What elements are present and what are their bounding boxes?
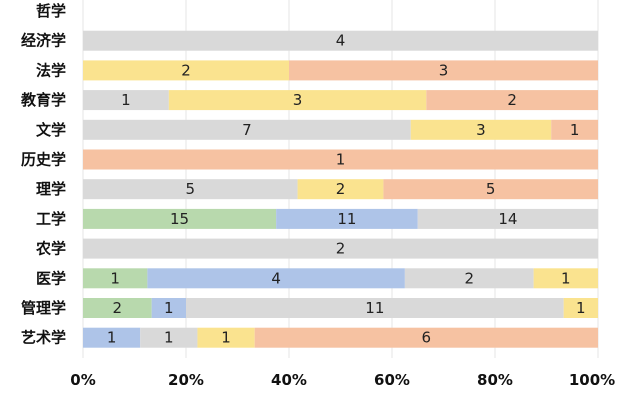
bar-segment bbox=[417, 208, 598, 229]
data-label: 1 bbox=[570, 121, 580, 139]
bar-segment bbox=[383, 179, 598, 200]
data-label: 11 bbox=[337, 210, 356, 228]
x-tick-label: 60% bbox=[374, 371, 410, 389]
bar-segment bbox=[197, 327, 255, 348]
data-label: 3 bbox=[439, 61, 449, 79]
data-label: 2 bbox=[113, 299, 123, 317]
bar-segment bbox=[186, 298, 564, 318]
bar-segment bbox=[426, 90, 598, 111]
data-label: 1 bbox=[121, 91, 131, 109]
bar-segment bbox=[83, 119, 411, 140]
x-tick-label: 20% bbox=[168, 371, 204, 389]
category-label: 教育学 bbox=[20, 91, 66, 109]
data-label: 7 bbox=[242, 121, 252, 139]
bar-segment bbox=[151, 298, 186, 318]
bar-segment bbox=[254, 327, 598, 348]
bar-segment bbox=[533, 268, 598, 289]
bar-segment bbox=[83, 238, 598, 259]
data-label: 5 bbox=[186, 180, 196, 198]
bar-segment bbox=[404, 268, 534, 289]
x-tick-label: 0% bbox=[70, 371, 95, 389]
data-label: 4 bbox=[271, 269, 281, 287]
x-tick-label: 100% bbox=[569, 371, 615, 389]
category-label: 历史学 bbox=[21, 151, 66, 169]
category-label: 哲学 bbox=[36, 2, 66, 20]
data-label: 2 bbox=[464, 269, 474, 287]
data-label: 2 bbox=[336, 240, 346, 258]
bar-segment bbox=[297, 179, 384, 200]
data-label: 1 bbox=[221, 329, 231, 347]
data-label: 2 bbox=[181, 61, 191, 79]
bar-segment bbox=[563, 298, 598, 318]
data-label: 11 bbox=[365, 299, 384, 317]
data-label: 2 bbox=[507, 91, 517, 109]
data-label: 1 bbox=[164, 299, 174, 317]
x-axis-tick-labels: 0% 20% 40% 60% 80% 100% bbox=[70, 371, 615, 389]
data-label: 1 bbox=[164, 329, 174, 347]
bar-segment bbox=[83, 327, 141, 348]
bar-segment bbox=[83, 60, 289, 81]
data-label: 1 bbox=[561, 269, 571, 287]
data-label: 1 bbox=[107, 329, 117, 347]
bar-segment bbox=[140, 327, 198, 348]
bar-segment bbox=[83, 208, 277, 229]
bar-segment bbox=[289, 60, 598, 81]
data-label: 3 bbox=[476, 121, 486, 139]
category-label: 法学 bbox=[36, 61, 66, 79]
data-label: 3 bbox=[293, 91, 303, 109]
bar-segment bbox=[83, 149, 598, 170]
bar-segment bbox=[83, 298, 152, 318]
category-label: 艺术学 bbox=[21, 329, 66, 347]
bar-segment bbox=[276, 208, 418, 229]
data-label: 1 bbox=[576, 299, 586, 317]
category-label: 医学 bbox=[36, 269, 66, 287]
bar-segment bbox=[83, 179, 298, 200]
x-tick-label: 80% bbox=[477, 371, 513, 389]
data-label: 6 bbox=[422, 329, 432, 347]
category-label: 文学 bbox=[36, 121, 66, 139]
bar-segment bbox=[168, 90, 427, 111]
bar-segment bbox=[83, 90, 169, 111]
bar-segment bbox=[410, 119, 552, 140]
data-label: 2 bbox=[336, 180, 346, 198]
category-label: 工学 bbox=[36, 210, 66, 228]
category-label: 理学 bbox=[36, 180, 66, 198]
data-label: 15 bbox=[170, 210, 189, 228]
category-label: 经济学 bbox=[21, 32, 66, 50]
category-label: 管理学 bbox=[21, 299, 66, 317]
bar-segment bbox=[147, 268, 405, 289]
data-label: 14 bbox=[498, 210, 517, 228]
data-label: 1 bbox=[336, 151, 346, 169]
data-label: 1 bbox=[110, 269, 120, 287]
x-tick-label: 40% bbox=[271, 371, 307, 389]
data-label: 4 bbox=[336, 32, 346, 50]
category-label: 农学 bbox=[35, 240, 66, 258]
data-label: 5 bbox=[486, 180, 496, 198]
bar-segment bbox=[83, 30, 598, 51]
bar-segment bbox=[83, 268, 148, 289]
bar-segment bbox=[551, 119, 598, 140]
